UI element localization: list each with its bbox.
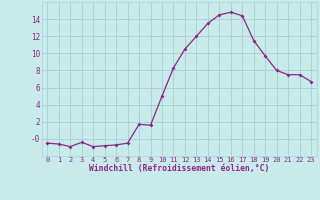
X-axis label: Windchill (Refroidissement éolien,°C): Windchill (Refroidissement éolien,°C) <box>89 164 269 173</box>
